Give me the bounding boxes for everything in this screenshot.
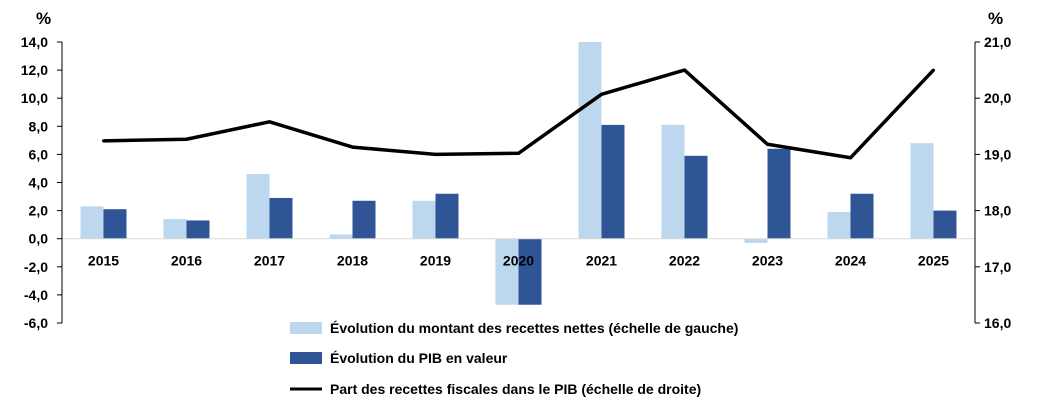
bar-pib — [518, 238, 542, 305]
bar-recettes — [412, 200, 436, 239]
left-tick-label: 2,0 — [29, 203, 49, 219]
line-point — [434, 152, 437, 156]
right-tick-label: 17,0 — [984, 259, 1011, 275]
line-point — [932, 68, 935, 72]
left-tick-label: 4,0 — [29, 175, 49, 191]
line-point — [849, 156, 852, 160]
legend-label-recettes: Évolution du montant des recettes nettes… — [330, 320, 738, 336]
left-tick-label: 0,0 — [29, 231, 49, 247]
bar-recettes — [495, 238, 519, 305]
x-tick-label: 2025 — [918, 253, 949, 269]
bar-pib — [767, 148, 791, 239]
x-tick-label: 2015 — [88, 253, 119, 269]
line-point — [185, 137, 188, 141]
line-point — [683, 68, 686, 72]
bar-recettes — [910, 143, 934, 239]
bar-pib — [933, 210, 957, 239]
legend: Évolution du montant des recettes nettes… — [290, 320, 738, 397]
bar-pib — [103, 209, 127, 239]
x-tick-label: 2016 — [171, 253, 202, 269]
right-tick-label: 19,0 — [984, 146, 1011, 162]
bar-pib — [435, 193, 459, 239]
line-point — [517, 151, 520, 155]
line-point — [351, 145, 354, 149]
left-tick-label: 14,0 — [21, 34, 48, 50]
left-unit-label: % — [36, 9, 51, 28]
line-point — [766, 142, 769, 146]
x-tick-label: 2024 — [835, 253, 866, 269]
left-tick-label: 12,0 — [21, 62, 48, 78]
left-tick-label: 6,0 — [29, 146, 49, 162]
legend-label-pib: Évolution du PIB en valeur — [330, 350, 508, 366]
x-tick-label: 2023 — [752, 253, 783, 269]
x-tick-label: 2019 — [420, 253, 451, 269]
bar-recettes — [744, 238, 768, 243]
right-tick-label: 16,0 — [984, 315, 1011, 331]
bar-recettes — [163, 219, 187, 239]
bar-recettes — [246, 174, 270, 239]
left-tick-label: 10,0 — [21, 90, 48, 106]
bar-recettes — [578, 42, 602, 239]
bar-recettes — [827, 212, 851, 239]
line-point — [268, 120, 271, 124]
right-tick-label: 20,0 — [984, 90, 1011, 106]
line-point — [600, 92, 603, 96]
x-tick-label: 2018 — [337, 253, 368, 269]
right-unit-label: % — [988, 9, 1003, 28]
legend-swatch-recettes — [290, 322, 322, 334]
left-tick-label: -6,0 — [24, 315, 48, 331]
left-tick-label: 8,0 — [29, 118, 49, 134]
bar-pib — [186, 220, 210, 239]
bar-pib — [269, 197, 293, 239]
bar-pib — [684, 155, 708, 239]
legend-label-part: Part des recettes fiscales dans le PIB (… — [330, 381, 701, 397]
x-tick-label: 2022 — [669, 253, 700, 269]
x-tick-label: 2017 — [254, 253, 285, 269]
legend-swatch-pib — [290, 352, 322, 364]
line-point — [102, 139, 105, 143]
right-tick-label: 18,0 — [984, 203, 1011, 219]
bar-pib — [601, 124, 625, 239]
x-tick-label: 2021 — [586, 253, 617, 269]
line-part-recettes — [103, 68, 935, 160]
bar-recettes — [80, 206, 104, 239]
bar-pib — [352, 200, 376, 239]
x-tick-label: 2020 — [503, 253, 534, 269]
bar-recettes — [661, 124, 685, 239]
right-tick-label: 21,0 — [984, 34, 1011, 50]
left-tick-label: -2,0 — [24, 259, 48, 275]
bar-recettes — [329, 234, 353, 239]
bar-pib — [850, 193, 874, 239]
left-tick-label: -4,0 — [24, 287, 48, 303]
